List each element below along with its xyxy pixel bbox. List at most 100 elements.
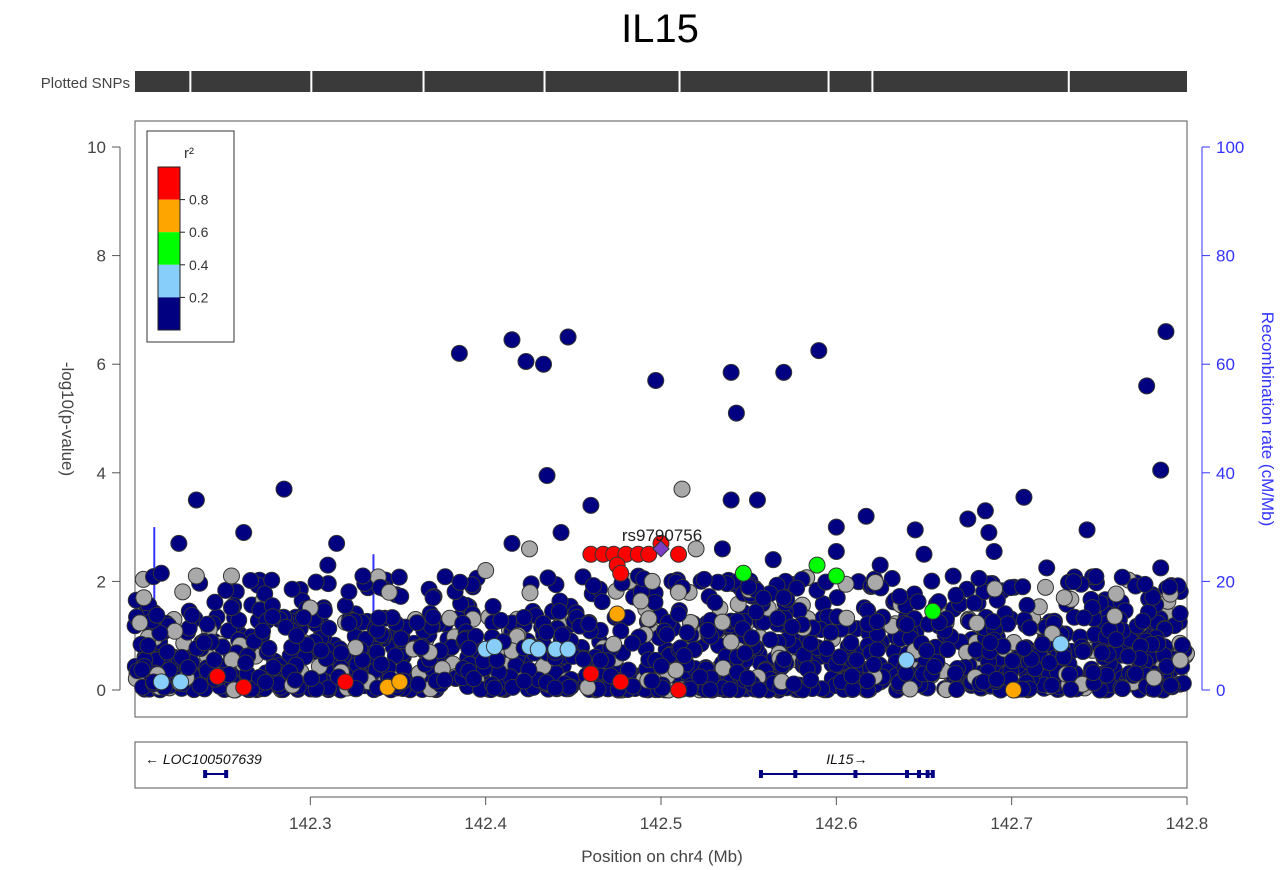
snp-point (721, 681, 739, 699)
snp-point (923, 572, 941, 590)
snp-point (818, 639, 836, 657)
snp-point (1065, 573, 1083, 591)
snp-point (1145, 669, 1163, 687)
snp-point (312, 641, 330, 659)
track-gap (310, 71, 313, 92)
snp-point-orange (1004, 681, 1022, 699)
snp-point-lightblue (897, 651, 915, 669)
x-tick-label: 142.3 (289, 814, 332, 833)
snp-point (985, 543, 1003, 561)
snp-point (263, 571, 281, 589)
snp-point (198, 615, 216, 633)
snp-point (332, 644, 350, 662)
snp-point-gray (135, 589, 153, 607)
snp-point (1015, 639, 1033, 657)
gene-exon (793, 770, 798, 778)
snp-point (947, 586, 965, 604)
snp-point (1107, 631, 1125, 649)
snp-point (871, 556, 889, 574)
snp-point (1018, 596, 1036, 614)
snp-point (843, 667, 861, 685)
snp-point-green (734, 564, 752, 582)
snp-point (584, 577, 602, 595)
gene-exon (853, 770, 858, 778)
gene-panel (134, 741, 1188, 789)
snp-point (1003, 652, 1021, 670)
snp-point (372, 655, 390, 673)
snp-point (831, 648, 849, 666)
y-right-tick-label: 20 (1216, 572, 1235, 591)
snp-point (170, 534, 188, 552)
snp-cloud (126, 567, 1196, 699)
snp-point (283, 580, 301, 598)
snp-point-gray (477, 562, 495, 580)
snp-point (195, 634, 213, 652)
snp-point-red (640, 545, 658, 563)
track-gap (678, 71, 681, 92)
y-right-tick-label: 100 (1216, 138, 1244, 157)
snp-point (436, 568, 454, 586)
snp-point (658, 626, 676, 644)
snp-point (492, 611, 510, 629)
snp-point-green (808, 556, 826, 574)
snp-point (503, 331, 521, 349)
track-gap (189, 71, 192, 92)
snp-point (264, 608, 282, 626)
snp-point (743, 629, 761, 647)
snp-point (235, 524, 253, 542)
gene-exon (917, 770, 922, 778)
y-right-tick-label: 0 (1216, 681, 1225, 700)
snp-point (866, 573, 884, 591)
snp-point (1138, 377, 1156, 395)
y-right-tick-label: 60 (1216, 355, 1235, 374)
snp-point (486, 679, 504, 697)
snp-points (135, 323, 1178, 699)
snp-point-lightblue (559, 640, 577, 658)
snp-point (802, 671, 820, 689)
snp-point (436, 671, 454, 689)
legend-swatch (158, 199, 180, 233)
snp-point (754, 589, 772, 607)
y-tick-label: 8 (97, 247, 106, 266)
track-gap (1067, 71, 1070, 92)
snp-point (217, 581, 235, 599)
snp-point (713, 540, 731, 558)
snp-point (775, 363, 793, 381)
snp-point (535, 355, 553, 373)
snp-point (552, 524, 570, 542)
snp-point (1061, 665, 1079, 683)
snp-point (152, 564, 170, 582)
snp-point-lightblue (1052, 635, 1070, 653)
gene-exon (925, 770, 930, 778)
y-axis-right: 0 20 40 60 80 100 (1201, 138, 1244, 700)
snp-point (546, 679, 564, 697)
snp-point (503, 534, 521, 552)
y-tick-label: 4 (97, 464, 106, 483)
snp-point (722, 633, 740, 651)
chart-title: IL15 (621, 7, 699, 51)
legend-swatch (158, 232, 180, 265)
snp-point (166, 622, 184, 640)
gene-label: ← LOC100507639 (145, 751, 262, 767)
snp-point (605, 635, 623, 653)
snp-point-gray (673, 480, 691, 498)
snp-point (701, 681, 719, 699)
lead-snp-marker (652, 540, 670, 558)
y-axis-left-label: -log10(p-value) (58, 362, 77, 476)
snp-point-orange (608, 605, 626, 623)
snp-point-green (924, 602, 942, 620)
gene-exon (930, 770, 935, 778)
snp-point (1033, 635, 1051, 653)
snp-point (460, 639, 478, 657)
snp-point (139, 637, 157, 655)
snp-point (347, 639, 365, 657)
snp-point (559, 328, 577, 346)
snp-point (191, 677, 209, 695)
snp-point (451, 573, 469, 591)
snp-point (409, 675, 427, 693)
snp-point (319, 556, 337, 574)
snp-point-gray (643, 572, 661, 590)
plotted-snps-gaps (189, 71, 1070, 92)
snp-point (222, 599, 240, 617)
